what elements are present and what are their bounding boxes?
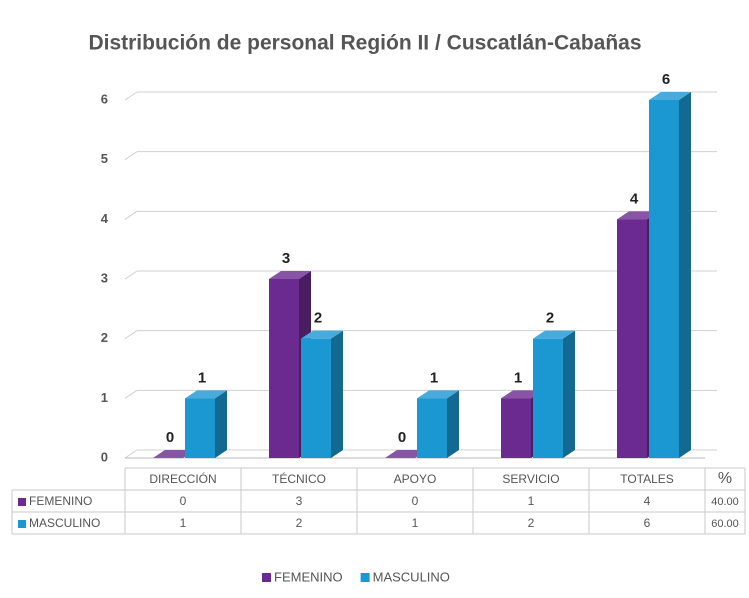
data-label: 3 xyxy=(282,250,290,267)
bar xyxy=(617,219,647,458)
bar xyxy=(533,338,563,458)
data-label: 0 xyxy=(166,429,174,446)
bar xyxy=(501,398,531,458)
bar-top xyxy=(501,390,543,399)
bar-top-shade xyxy=(385,450,427,458)
bar-top-shade xyxy=(649,92,691,100)
y-tick-label: 1 xyxy=(101,390,108,405)
y-tick-label: 6 xyxy=(101,91,108,106)
bar-top-shade xyxy=(417,390,459,399)
bar-top xyxy=(385,450,427,458)
data-label: 4 xyxy=(630,190,639,207)
bar-side-shade xyxy=(331,330,343,458)
bar-side-shade xyxy=(679,92,691,458)
bar-top xyxy=(649,92,691,100)
y-tick-label: 3 xyxy=(101,270,108,285)
table-cell: 3 xyxy=(296,494,303,508)
bar xyxy=(269,279,299,458)
bar xyxy=(649,100,679,458)
legend-label: FEMENINO xyxy=(274,569,343,584)
data-label: 2 xyxy=(546,310,554,327)
grid-line xyxy=(124,449,138,459)
bar-top-shade xyxy=(185,390,227,399)
row-header: MASCULINO xyxy=(29,516,100,530)
bar-top-shade xyxy=(301,330,343,339)
x-tick-label: TÉCNICO xyxy=(272,471,326,486)
bar-top-shade xyxy=(533,330,575,339)
bar-top xyxy=(533,330,575,339)
bar xyxy=(417,398,447,458)
bar-top-shade xyxy=(501,390,543,399)
table-cell: 0 xyxy=(180,494,187,508)
table-cell: 1 xyxy=(412,516,419,530)
table-cell: 6 xyxy=(644,516,651,530)
bar-top xyxy=(269,271,311,279)
table-cell: 4 xyxy=(644,494,651,508)
bar-top xyxy=(417,390,459,399)
bar-top xyxy=(185,390,227,399)
grid-line xyxy=(124,151,138,161)
table-legend-key xyxy=(18,520,26,528)
bar-side xyxy=(563,330,575,458)
x-tick-label: TOTALES xyxy=(620,472,674,486)
x-tick-label: APOYO xyxy=(394,472,437,486)
data-label: 0 xyxy=(398,429,406,446)
x-tick-label: SERVICIO xyxy=(502,472,559,486)
table-cell: 0 xyxy=(412,494,419,508)
grid-line xyxy=(124,270,138,280)
bar-side-shade xyxy=(447,390,459,458)
chart-title: Distribución de personal Región II / Cus… xyxy=(88,32,641,55)
percent-cell: 40.00 xyxy=(711,496,739,508)
data-label: 1 xyxy=(514,369,522,386)
table-cell: 1 xyxy=(180,516,187,530)
bar xyxy=(185,398,215,458)
grid-line xyxy=(124,330,138,340)
percent-header: % xyxy=(718,470,732,487)
x-tick-label: DIRECCIÓN xyxy=(149,471,216,486)
legend-key xyxy=(262,573,271,582)
bar-top-shade xyxy=(269,271,311,279)
table-legend-key xyxy=(18,498,26,506)
data-label: 2 xyxy=(314,310,322,327)
bar xyxy=(301,338,331,458)
data-label: 6 xyxy=(662,71,670,88)
bar-side xyxy=(679,92,691,458)
bar-side-shade xyxy=(215,390,227,458)
data-label: 1 xyxy=(198,369,206,386)
bar-top xyxy=(617,211,659,220)
y-tick-label: 0 xyxy=(101,449,108,464)
table-cell: 2 xyxy=(528,516,535,530)
y-tick-label: 5 xyxy=(101,151,108,166)
bar-side xyxy=(215,390,227,458)
percent-cell: 60.00 xyxy=(711,518,739,530)
bar-top xyxy=(301,330,343,339)
table-cell: 2 xyxy=(296,516,303,530)
row-header: FEMENINO xyxy=(29,494,92,508)
y-tick-label: 4 xyxy=(101,211,109,226)
table-cell: 1 xyxy=(528,494,535,508)
data-label: 1 xyxy=(430,369,438,386)
bar-side-shade xyxy=(563,330,575,458)
bar-side xyxy=(447,390,459,458)
grid-line xyxy=(124,91,138,101)
bar-top-shade xyxy=(153,450,195,458)
grid-line xyxy=(124,210,138,220)
legend-label: MASCULINO xyxy=(373,569,450,584)
bar-side xyxy=(331,330,343,458)
grid-line xyxy=(124,389,138,399)
bar-top xyxy=(153,450,195,458)
y-tick-label: 2 xyxy=(101,330,108,345)
bar-top-shade xyxy=(617,211,659,220)
legend-key xyxy=(360,573,370,582)
